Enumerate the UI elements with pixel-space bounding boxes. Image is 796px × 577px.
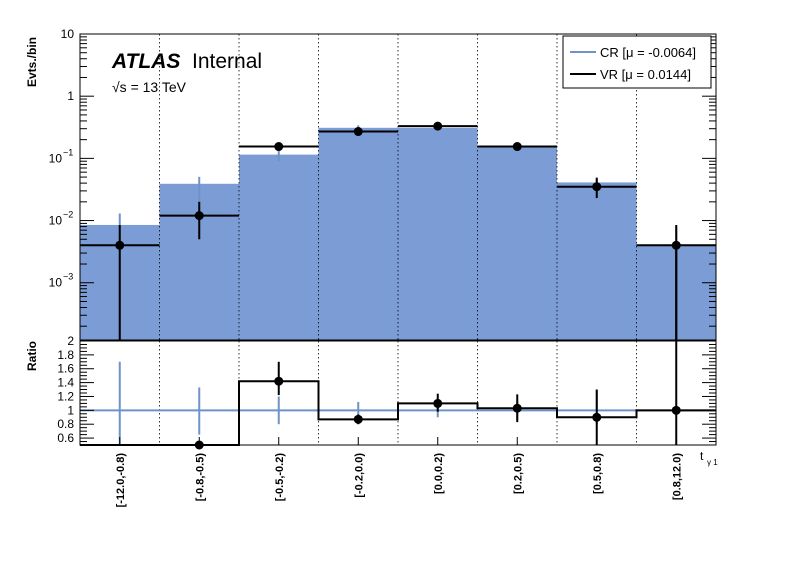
x-category-label-7: [0.8,12.0) bbox=[671, 453, 683, 500]
ratio-vr-point-3 bbox=[353, 414, 363, 424]
ratio-ytick-label-6: 0.8 bbox=[57, 417, 74, 431]
ratio-ytick-label-4: 1.2 bbox=[57, 389, 74, 403]
x-category-label-5: [0.2,0.5) bbox=[512, 453, 524, 494]
main-ytick-label-4: 10 bbox=[49, 276, 63, 290]
x-axis-label-subscript: γ 1 bbox=[707, 458, 718, 467]
ratio-ytick-label-2: 1.6 bbox=[57, 362, 74, 376]
cr-bar-4 bbox=[398, 127, 478, 340]
ratio-panel: 21.81.61.41.210.80.6 [-12.0,-0.8) [-0.8,-0… bbox=[57, 244, 717, 508]
atlas-internal-label: Internal bbox=[192, 50, 262, 73]
x-category-label-6: [0.5,0.8) bbox=[592, 453, 604, 494]
x-category-label-4: [0.0,0.2) bbox=[433, 453, 445, 494]
ratio-vr-point-7 bbox=[671, 405, 681, 415]
vr-point-0 bbox=[115, 240, 125, 250]
legend: CR [μ = -0.0064] VR [μ = 0.0144] bbox=[562, 35, 712, 89]
vr-point-3 bbox=[353, 127, 363, 137]
main-ytick-label-2: 10 bbox=[49, 151, 63, 165]
vr-point-6 bbox=[592, 182, 602, 192]
ratio-vr-point-2 bbox=[274, 376, 284, 386]
vr-point-4 bbox=[433, 121, 443, 131]
main-frame bbox=[79, 33, 717, 341]
cr-bar-6 bbox=[557, 182, 637, 340]
ratio-ytick-label-3: 1.4 bbox=[57, 376, 74, 390]
legend-box bbox=[562, 35, 712, 89]
ratio-vr-point-5 bbox=[512, 403, 522, 413]
ratio-vr-point-4 bbox=[433, 398, 443, 408]
x-category-label-1: [-0.8,-0.5) bbox=[194, 453, 206, 502]
cr-bar-2 bbox=[239, 154, 319, 340]
ratio-vr-point-6 bbox=[592, 412, 602, 422]
main-y-axis-label: Evts./bin bbox=[25, 37, 39, 87]
ratio-y-axis-label: Ratio bbox=[25, 341, 39, 371]
ratio-ytick-label-1: 1.8 bbox=[57, 348, 74, 362]
ratio-ytick-label-5: 1 bbox=[67, 403, 74, 417]
x-axis-label: t bbox=[700, 449, 704, 463]
main-ytick-exp-2: −1 bbox=[63, 147, 73, 157]
main-ytick-exp-3: −2 bbox=[63, 210, 73, 220]
energy-label: √s = 13 TeV bbox=[112, 79, 187, 95]
main-ytick-exp-4: −3 bbox=[63, 272, 73, 282]
legend-cr-label: CR [μ = -0.0064] bbox=[600, 45, 696, 60]
labels: Evts./bin Ratio ATLAS Internal √s = 13 T… bbox=[25, 37, 718, 467]
x-category-label-0: [-12.0,-0.8) bbox=[115, 453, 127, 508]
vr-point-1 bbox=[194, 211, 204, 221]
x-category-label-2: [-0.5,-0.2) bbox=[274, 453, 286, 502]
ratio-vr-step bbox=[80, 380, 716, 446]
cr-bar-3 bbox=[318, 127, 398, 340]
x-category-label-3: [-0.2,0.0) bbox=[353, 453, 365, 498]
ratio-ytick-label-7: 0.6 bbox=[57, 431, 74, 445]
main-ytick-label-0: 10 bbox=[61, 27, 75, 41]
cr-bar-5 bbox=[477, 146, 557, 340]
atlas-brand: ATLAS bbox=[111, 50, 180, 73]
ratio-ytick-label-0: 2 bbox=[67, 334, 74, 348]
vr-point-2 bbox=[274, 142, 284, 152]
main-ytick-label-1: 1 bbox=[67, 89, 74, 103]
vr-point-5 bbox=[512, 142, 522, 152]
main-ytick-label-3: 10 bbox=[49, 214, 63, 228]
legend-vr-label: VR [μ = 0.0144] bbox=[600, 67, 691, 82]
